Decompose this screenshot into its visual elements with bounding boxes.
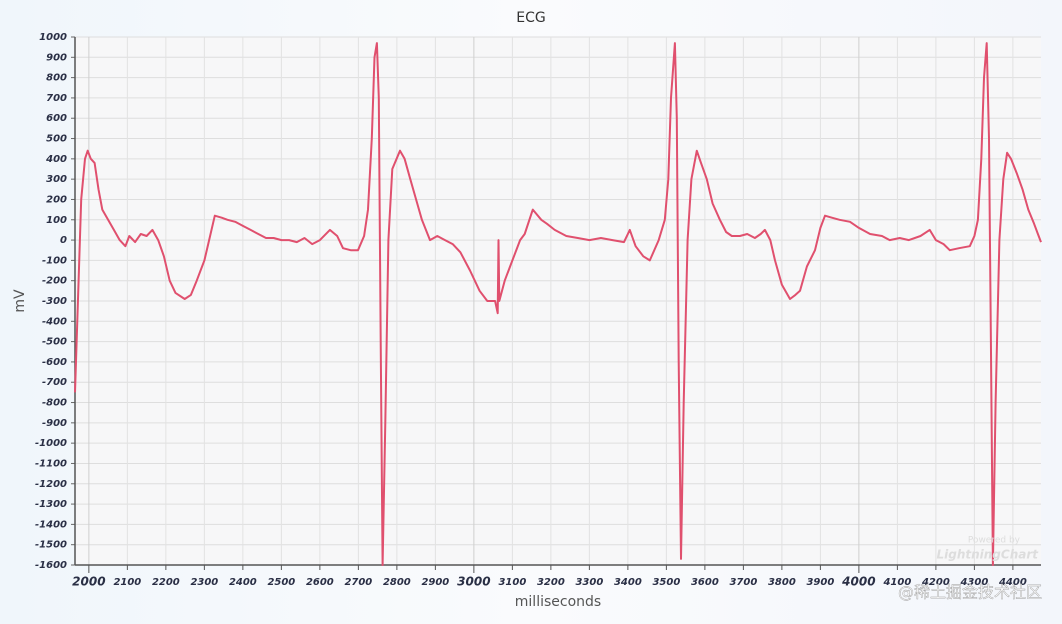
x-axis-label: milliseconds (515, 594, 601, 610)
x-tick-label: 3200 (537, 577, 565, 588)
y-tick-label: 700 (46, 93, 67, 104)
y-tick-label: -1200 (35, 479, 67, 490)
y-tick-label: 1000 (39, 32, 67, 43)
y-tick-label: 500 (46, 134, 67, 145)
y-tick-label: -500 (42, 337, 67, 348)
x-tick-label: 2600 (306, 577, 334, 588)
chart-title: ECG (516, 10, 545, 26)
y-tick-label: -700 (42, 377, 67, 388)
y-tick-label: 900 (46, 52, 67, 63)
y-tick-label: 0 (60, 235, 67, 246)
y-tick-label: -1300 (35, 499, 67, 510)
y-tick-label: -1600 (35, 560, 67, 571)
x-tick-label: 3600 (691, 577, 719, 588)
x-tick-label: 3800 (768, 577, 796, 588)
x-tick-label: 2000 (72, 575, 105, 589)
y-tick-label: 100 (46, 215, 67, 226)
data-line (74, 42, 1042, 566)
watermark: Powered by (968, 536, 1021, 546)
x-tick-label: 4100 (882, 577, 911, 588)
x-tick-label: 4300 (959, 577, 988, 588)
x-tick-label: 3000 (457, 575, 490, 589)
x-tick-label: 2100 (113, 577, 141, 588)
x-tick-label: 2400 (229, 577, 257, 588)
y-tick-label: 400 (45, 154, 67, 165)
x-tick-label: 2300 (190, 577, 218, 588)
y-tick-label: -1000 (35, 438, 67, 449)
y-tick-label: -1100 (35, 458, 67, 469)
y-tick-label: -1500 (35, 540, 67, 551)
watermark: @稀土掘金技术社区 (898, 583, 1042, 602)
x-tick-label: 3900 (806, 577, 834, 588)
x-tick-label: 4000 (841, 575, 875, 589)
x-tick-label: 2700 (344, 577, 372, 588)
x-tick-label: 3100 (498, 577, 526, 588)
y-tick-label: -600 (42, 357, 67, 368)
x-tick-label: 2200 (152, 577, 180, 588)
y-tick-label: 200 (46, 194, 67, 205)
x-tick-label: 3300 (575, 577, 603, 588)
watermark: LightningChart (936, 548, 1039, 562)
x-tick-label: 2800 (383, 577, 411, 588)
x-tick-label: 3400 (614, 577, 642, 588)
x-tick-label: 3500 (652, 577, 680, 588)
y-tick-label: -1400 (35, 519, 67, 530)
y-tick-label: -900 (42, 418, 67, 429)
x-tick-label: 2900 (421, 577, 449, 588)
x-tick-label: 2500 (267, 577, 295, 588)
y-tick-label: -200 (42, 276, 67, 287)
y-tick-label: 800 (46, 73, 67, 84)
x-tick-label: 4200 (921, 577, 950, 588)
y-tick-label: -400 (42, 316, 67, 327)
y-tick-label: -300 (42, 296, 67, 307)
x-tick-label: 3700 (729, 577, 757, 588)
y-axis-label: mV (12, 289, 28, 313)
y-tick-label: -800 (42, 398, 67, 409)
x-tick-label: 4400 (998, 577, 1027, 588)
y-tick-label: 300 (46, 174, 67, 185)
y-tick-label: -100 (42, 255, 67, 266)
y-tick-label: 600 (46, 113, 67, 124)
